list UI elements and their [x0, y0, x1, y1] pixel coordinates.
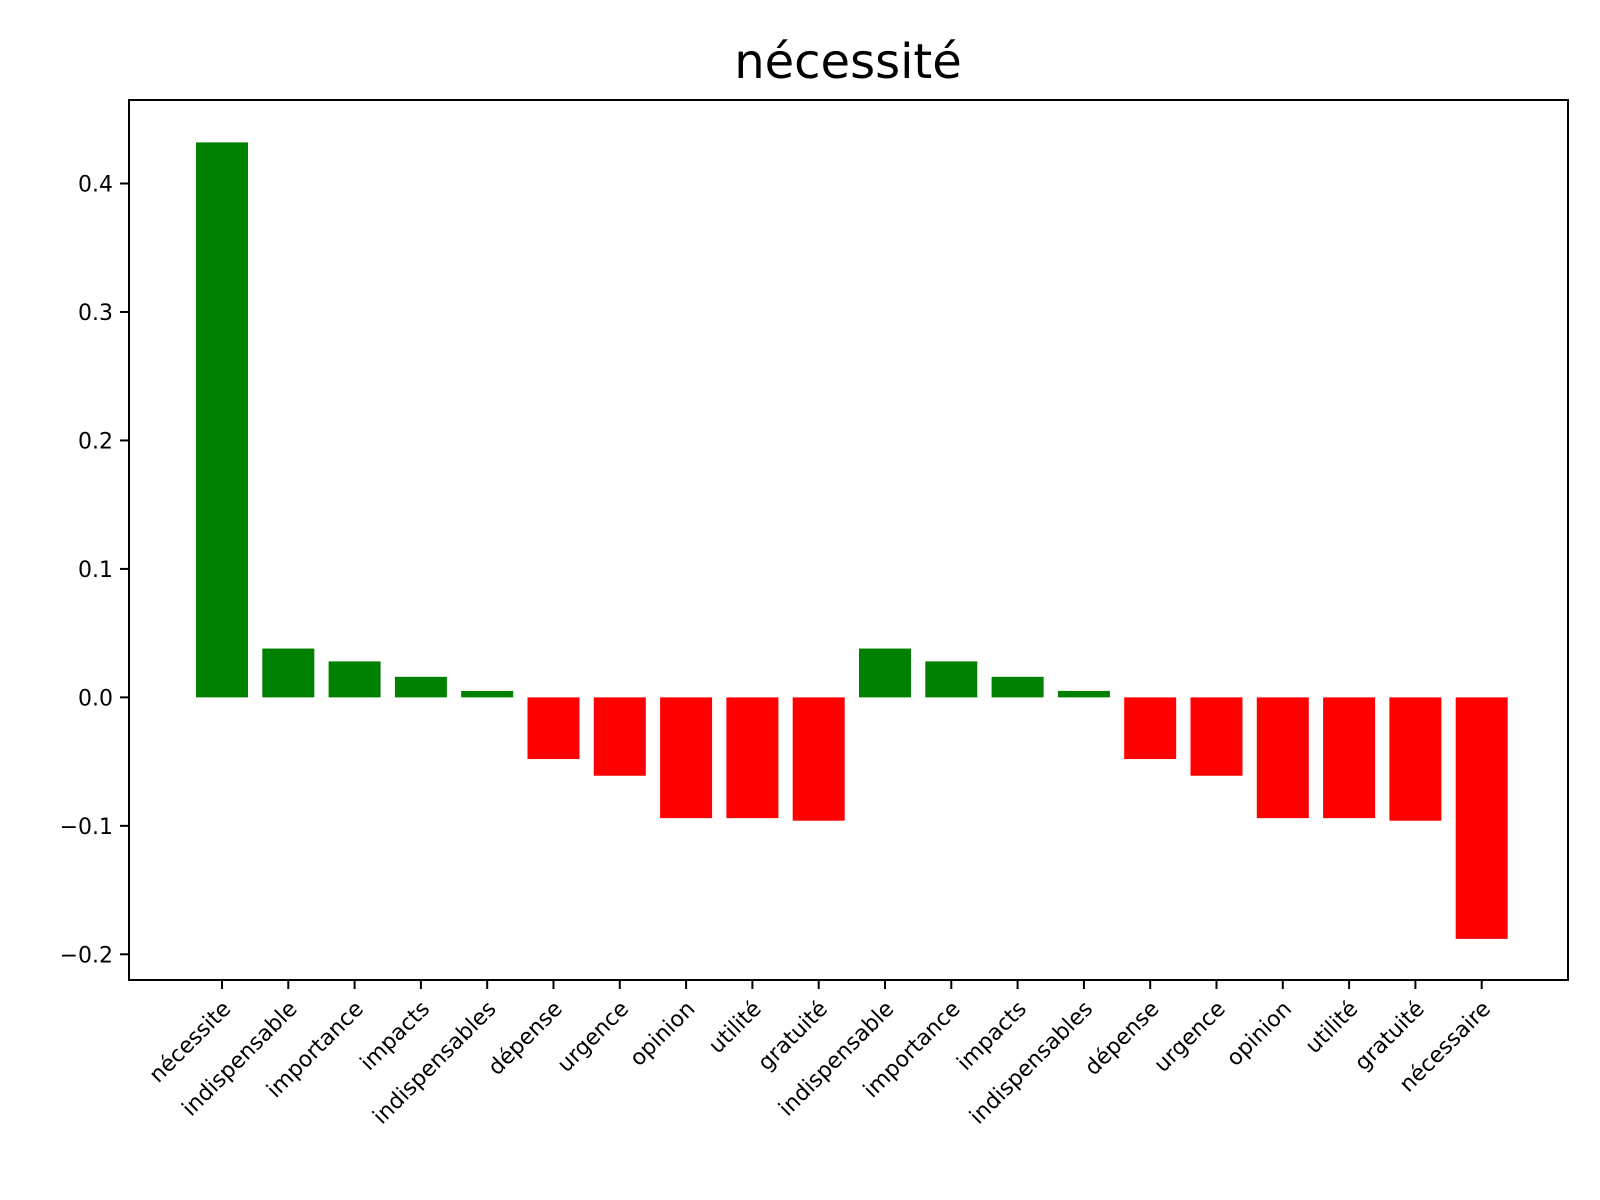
bar-14 [1057, 690, 1110, 698]
x-tick-label: utilité [704, 997, 766, 1059]
bar-10 [792, 697, 845, 821]
x-tick-label: indispensable [774, 997, 899, 1122]
plot-frame [128, 99, 1569, 981]
y-tick-label: 0.0 [78, 686, 113, 711]
x-tick-label: urgence [1150, 997, 1231, 1078]
bar-2 [262, 648, 315, 698]
y-axis: −0.2 −0.1 0.0 0.1 0.2 0.3 0.4 [60, 173, 129, 968]
bars-layer [196, 142, 1508, 939]
y-tick-label: −0.1 [60, 815, 113, 840]
bar-16 [1190, 697, 1243, 776]
y-tick-label: −0.2 [60, 943, 113, 968]
x-tick-label: indispensable [178, 997, 303, 1122]
bar-13 [991, 676, 1044, 698]
x-tick-label: urgence [553, 997, 634, 1078]
x-tick-label: indispensables [965, 997, 1098, 1130]
y-tick-label: 0.3 [78, 301, 113, 326]
bar-18 [1323, 697, 1376, 819]
bar-7 [593, 697, 646, 776]
bar-8 [660, 697, 713, 819]
bar-11 [859, 648, 911, 698]
x-tick-label: utilité [1301, 997, 1363, 1059]
bar-9 [726, 697, 779, 819]
y-tick-label: 0.4 [78, 173, 113, 198]
bar-6 [527, 697, 580, 760]
bar-12 [925, 661, 978, 698]
bar-3 [328, 661, 381, 698]
bar-15 [1124, 697, 1177, 760]
bar-20 [1455, 697, 1508, 939]
bar-1 [196, 142, 248, 698]
chart-title: nécessité [734, 34, 962, 90]
x-tick-label: indispensables [368, 997, 501, 1130]
y-tick-label: 0.2 [78, 429, 113, 454]
bar-19 [1389, 697, 1442, 821]
x-axis: nécessiteindispensableimportanceimpactsi… [145, 980, 1496, 1130]
bar-4 [394, 676, 447, 698]
y-tick-label: 0.1 [78, 558, 113, 583]
x-tick-label: opinion [1222, 997, 1297, 1072]
bar-17 [1256, 697, 1309, 819]
bar-5 [461, 690, 514, 698]
x-tick-label: opinion [625, 997, 700, 1072]
